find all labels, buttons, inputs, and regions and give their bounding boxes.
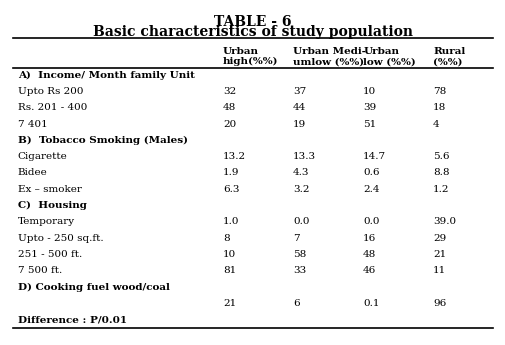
Text: 19: 19 [292,120,306,129]
Text: 48: 48 [223,103,236,112]
Text: 2.4: 2.4 [363,185,379,194]
Text: Upto - 250 sq.ft.: Upto - 250 sq.ft. [18,234,103,243]
Text: Cigarette: Cigarette [18,152,67,161]
Text: 20: 20 [223,120,236,129]
Text: 33: 33 [292,266,306,275]
Text: 7 500 ft.: 7 500 ft. [18,266,62,275]
Text: 10: 10 [363,87,376,96]
Text: 0.0: 0.0 [292,217,309,226]
Text: 13.3: 13.3 [292,152,316,161]
Text: 6.3: 6.3 [223,185,239,194]
Text: 3.2: 3.2 [292,185,309,194]
Text: Upto Rs 200: Upto Rs 200 [18,87,83,96]
Text: 11: 11 [432,266,445,275]
Text: Rs. 201 - 400: Rs. 201 - 400 [18,103,87,112]
Text: 8: 8 [223,234,229,243]
Text: 21: 21 [223,299,236,308]
Text: 81: 81 [223,266,236,275]
Text: Basic characteristics of study population: Basic characteristics of study populatio… [93,25,412,39]
Text: 44: 44 [292,103,306,112]
Text: 14.7: 14.7 [363,152,385,161]
Text: 0.1: 0.1 [363,299,379,308]
Text: Urban: Urban [363,47,398,56]
Text: 51: 51 [363,120,376,129]
Text: Bidee: Bidee [18,168,47,177]
Text: 10: 10 [223,250,236,259]
Text: umlow (%%): umlow (%%) [292,57,364,66]
Text: 251 - 500 ft.: 251 - 500 ft. [18,250,82,259]
Text: 13.2: 13.2 [223,152,245,161]
Text: Difference : P/0.01: Difference : P/0.01 [18,315,127,324]
Text: Urban Medi-: Urban Medi- [292,47,365,56]
Text: Temporary: Temporary [18,217,75,226]
Text: Urban: Urban [223,47,259,56]
Text: 16: 16 [363,234,376,243]
Text: A)  Income/ Month family Unit: A) Income/ Month family Unit [18,71,194,80]
Text: (%%): (%%) [432,57,462,66]
Text: 4.3: 4.3 [292,168,309,177]
Text: 8.8: 8.8 [432,168,449,177]
Text: 5.6: 5.6 [432,152,449,161]
Text: 21: 21 [432,250,445,259]
Text: 7: 7 [292,234,299,243]
Text: D) Cooking fuel wood/coal: D) Cooking fuel wood/coal [18,283,169,292]
Text: 29: 29 [432,234,445,243]
Text: 37: 37 [292,87,306,96]
Text: 32: 32 [223,87,236,96]
Text: B)  Tobacco Smoking (Males): B) Tobacco Smoking (Males) [18,136,187,145]
Text: high(%%): high(%%) [223,57,278,66]
Text: C)  Housing: C) Housing [18,201,86,210]
Text: 0.0: 0.0 [363,217,379,226]
Text: 96: 96 [432,299,445,308]
Text: 39: 39 [363,103,376,112]
Text: 46: 46 [363,266,376,275]
Text: Rural: Rural [432,47,465,56]
Text: 1.0: 1.0 [223,217,239,226]
Text: Ex – smoker: Ex – smoker [18,185,81,194]
Text: 39.0: 39.0 [432,217,456,226]
Text: 1.9: 1.9 [223,168,239,177]
Text: 18: 18 [432,103,445,112]
Text: 1.2: 1.2 [432,185,449,194]
Text: 48: 48 [363,250,376,259]
Text: 7 401: 7 401 [18,120,47,129]
Text: 6: 6 [292,299,299,308]
Text: low (%%): low (%%) [363,57,415,66]
Text: 0.6: 0.6 [363,168,379,177]
Text: 78: 78 [432,87,445,96]
Text: TABLE - 6: TABLE - 6 [214,14,291,29]
Text: 58: 58 [292,250,306,259]
Text: 4: 4 [432,120,439,129]
